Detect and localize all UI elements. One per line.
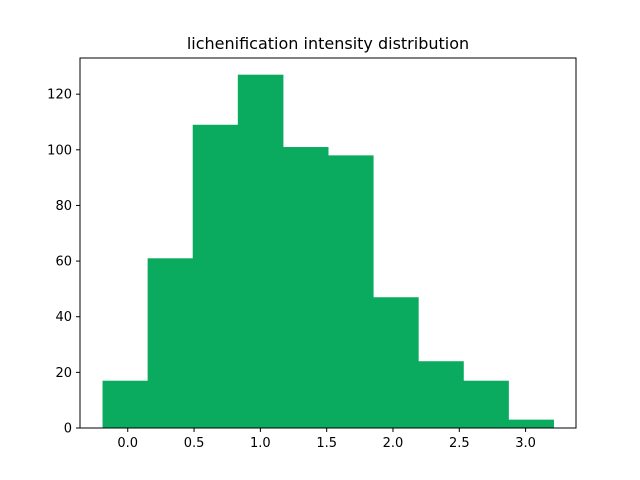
chart-title: lichenification intensity distribution [187, 34, 469, 53]
y-axis: 0 20 40 60 80 100 120 [47, 88, 80, 437]
histogram-bar [463, 380, 509, 428]
x-tick-label: 2.0 [383, 436, 404, 451]
y-tick-label: 20 [55, 366, 72, 381]
histogram-bar [192, 124, 239, 429]
y-tick-label: 120 [47, 88, 72, 103]
histogram-bar [102, 380, 149, 428]
histogram-bar [508, 419, 554, 428]
histogram-bar [328, 155, 374, 429]
x-tick-label: 0.0 [117, 436, 138, 451]
y-tick-label: 40 [55, 310, 72, 325]
x-tick-label: 1.5 [316, 436, 337, 451]
y-tick-label: 100 [47, 143, 72, 158]
x-tick-label: 3.0 [515, 436, 536, 451]
plot-frame [79, 57, 577, 429]
x-tick-label: 2.5 [449, 436, 470, 451]
x-axis: 0.0 0.5 1.0 1.5 2.0 2.5 3.0 [117, 428, 536, 451]
x-tick-label: 1.0 [250, 436, 271, 451]
histogram-bar [237, 74, 284, 429]
y-tick-label: 80 [55, 199, 72, 214]
histogram-bar [418, 361, 464, 428]
histogram-bar [373, 297, 419, 428]
x-tick-label: 0.5 [184, 436, 205, 451]
y-tick-label: 0 [64, 422, 72, 437]
histogram-bar [147, 258, 194, 428]
histogram-bar [282, 147, 329, 428]
y-tick-label: 60 [55, 255, 72, 270]
bars-group [102, 74, 554, 429]
